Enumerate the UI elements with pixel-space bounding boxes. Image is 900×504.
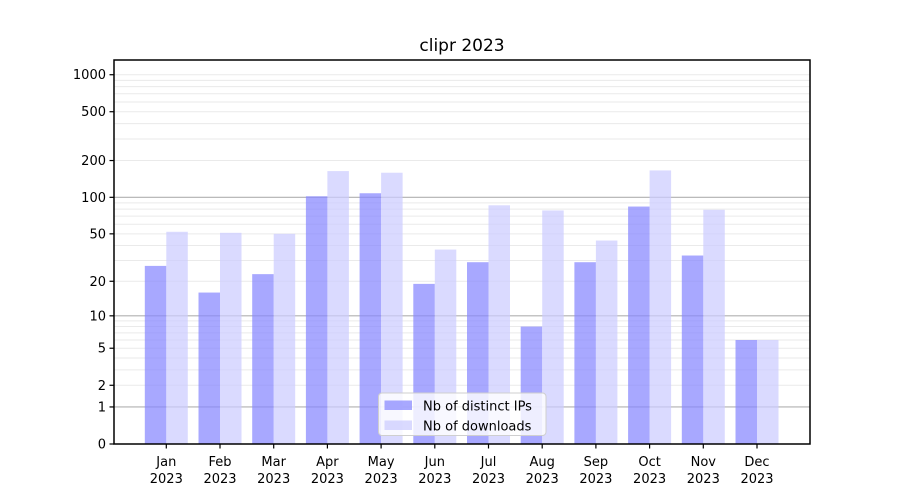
bar-nb-of-downloads-dec-2023 — [757, 339, 779, 444]
bar-nb-of-downloads-jan-2023 — [166, 231, 188, 444]
bar-nb-of-downloads-jul-2023 — [488, 205, 510, 444]
bar-nb-of-distinct-ips-apr-2023 — [305, 196, 328, 444]
bar-nb-of-downloads-apr-2023 — [327, 171, 349, 444]
legend-label-nb-of-downloads: Nb of downloads — [423, 420, 532, 435]
x-tick-label-apr-2023: Apr 2023 — [311, 455, 344, 487]
x-tick-label-dec-2023: Dec 2023 — [740, 455, 773, 487]
bar-nb-of-distinct-ips-nov-2023 — [681, 255, 704, 444]
y-tick-label-20: 20 — [89, 275, 106, 290]
bar-nb-of-downloads-mar-2023 — [273, 233, 296, 444]
x-tick-label-jun-2023: Jun 2023 — [418, 455, 451, 487]
x-tick-label-feb-2023: Feb 2023 — [203, 455, 236, 487]
bars-group — [144, 170, 779, 444]
legend-box — [378, 392, 547, 436]
bar-nb-of-distinct-ips-sep-2023 — [574, 262, 596, 444]
x-tick-label-nov-2023: Nov 2023 — [687, 455, 720, 487]
bar-nb-of-distinct-ips-feb-2023 — [198, 292, 220, 444]
legend-swatch-nb-of-distinct-ips — [384, 400, 412, 410]
y-tick-label-500: 500 — [81, 105, 106, 120]
axis-ticks — [109, 74, 758, 449]
x-tick-label-jul-2023: Jul 2023 — [472, 455, 505, 487]
bar-nb-of-downloads-nov-2023 — [703, 209, 725, 444]
x-tick-label-mar-2023: Mar 2023 — [257, 455, 290, 487]
x-tick-label-aug-2023: Aug 2023 — [526, 455, 559, 487]
y-tick-label-10: 10 — [89, 309, 106, 324]
bar-nb-of-downloads-oct-2023 — [649, 170, 672, 444]
bar-nb-of-downloads-feb-2023 — [220, 232, 242, 444]
axis-tick-labels: 0 1 2 5 10 20 50 100 200 500 1000 Jan 2023 Feb 2023 Mar… — [73, 68, 774, 487]
bar-nb-of-distinct-ips-may-2023 — [359, 193, 382, 444]
x-tick-label-may-2023: May 2023 — [365, 455, 398, 487]
bar-nb-of-downloads-aug-2023 — [542, 210, 564, 444]
legend-label-nb-of-distinct-ips: Nb of distinct IPs — [423, 400, 532, 415]
legend: Nb of distinct IPs Nb of downloads — [378, 392, 547, 436]
y-tick-label-2: 2 — [98, 379, 106, 394]
plot-border — [113, 59, 811, 445]
y-tick-label-1000: 1000 — [73, 68, 106, 83]
bar-nb-of-downloads-sep-2023 — [595, 240, 618, 444]
y-tick-label-0: 0 — [98, 438, 106, 453]
y-tick-label-200: 200 — [81, 154, 106, 169]
x-tick-label-sep-2023: Sep 2023 — [579, 455, 612, 487]
bar-nb-of-distinct-ips-oct-2023 — [628, 206, 650, 444]
bar-nb-of-downloads-may-2023 — [381, 172, 403, 444]
legend-swatch-nb-of-downloads — [384, 420, 412, 430]
bar-nb-of-distinct-ips-dec-2023 — [735, 339, 757, 444]
x-tick-label-oct-2023: Oct 2023 — [633, 455, 666, 487]
y-tick-label-50: 50 — [89, 227, 106, 242]
x-tick-label-jan-2023: Jan 2023 — [150, 455, 183, 487]
y-tick-label-5: 5 — [98, 342, 106, 357]
chart-title: clipr 2023 — [419, 36, 504, 56]
y-tick-label-1: 1 — [98, 400, 106, 415]
bar-nb-of-distinct-ips-mar-2023 — [252, 274, 274, 444]
y-tick-label-100: 100 — [81, 191, 106, 206]
bar-nb-of-distinct-ips-jan-2023 — [144, 265, 167, 444]
